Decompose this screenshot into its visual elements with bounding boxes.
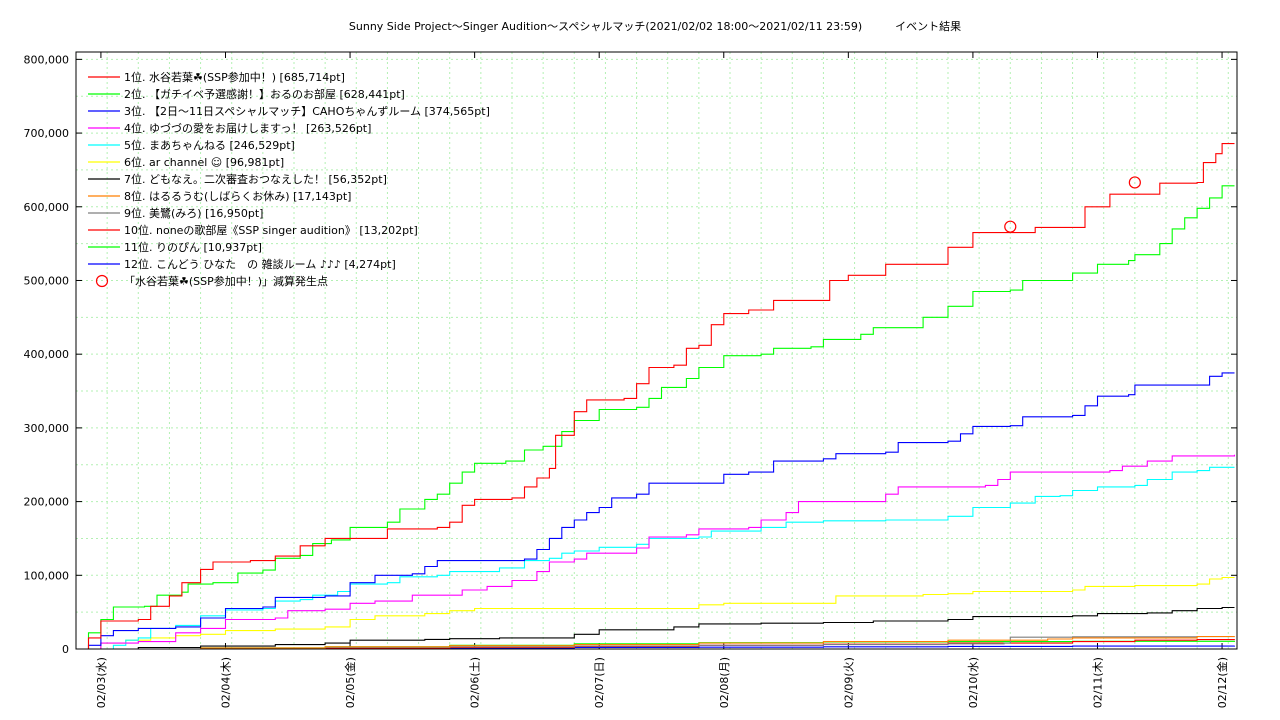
- series-line: [76, 372, 1235, 650]
- legend-label: 5位. まあちゃんねる [246,529pt]: [124, 138, 295, 152]
- legend-label: 8位. はるるうむ(しばらくお休み) [17,143pt]: [124, 189, 351, 203]
- legend-label: 6位. ar channel ☺ [96,981pt]: [124, 155, 284, 169]
- x-tick-label: 02/06(土): [469, 657, 482, 708]
- series-line: [76, 576, 1235, 650]
- x-tick-label: 02/11(木): [1091, 657, 1104, 708]
- series-line: [76, 606, 1235, 650]
- y-axis: 0 100,000 200,000 300,000 400,000 500,000 600,…: [24, 53, 1237, 656]
- legend-label: 1位. 水谷若葉☘(SSP参加中！) [685,714pt]: [124, 70, 345, 84]
- legend-label: 11位. りのぴん [10,937pt]: [124, 240, 262, 254]
- reduction-markers: [1004, 176, 1141, 233]
- series-line: [76, 454, 1236, 650]
- y-tick-label: 200,000: [24, 496, 70, 509]
- plot-frame: [75, 51, 1238, 650]
- legend-label: 3位. 【2日〜11日スペシャルマッチ】CAHOちゃんずルーム [374,565…: [124, 104, 490, 118]
- x-tick-label: 02/12(金): [1215, 657, 1229, 708]
- legend: 1位. 水谷若葉☘(SSP参加中！) [685,714pt] 2位. 【ガチイベ予…: [88, 70, 490, 288]
- y-tick-label: 0: [62, 643, 69, 656]
- series-line: [76, 185, 1235, 650]
- y-tick-label: 400,000: [24, 348, 70, 361]
- x-tick-label: 02/03(水): [95, 657, 108, 708]
- x-tick-label: 02/08(月): [718, 657, 731, 708]
- reduction-marker: [1128, 176, 1141, 189]
- y-tick-label: 100,000: [24, 569, 70, 582]
- series-line: [76, 466, 1235, 650]
- legend-label: 7位. どもなえ。二次審査おつなえした！ [56,352pt]: [124, 172, 387, 186]
- chart-title: Sunny Side Project〜Singer Audition〜スペシャル…: [349, 19, 961, 33]
- series-line: [76, 635, 1236, 650]
- x-tick-label: 02/07(日): [593, 657, 606, 708]
- y-tick-label: 600,000: [24, 201, 70, 214]
- legend-label: 12位. こんどう ひなた の 雑談ルーム ♪♪♪ [4,274pt]: [124, 257, 396, 271]
- y-tick-label: 300,000: [24, 422, 70, 435]
- reduction-marker: [1004, 220, 1017, 233]
- y-tick-label: 800,000: [24, 53, 70, 66]
- legend-marker-label: 「水谷若葉☘(SSP参加中！)」減算発生点: [124, 274, 328, 288]
- y-tick-label: 500,000: [24, 274, 70, 287]
- legend-label: 9位. 美鷺(みろ) [16,950pt]: [124, 206, 263, 220]
- series-lines: [76, 143, 1236, 650]
- y-tick-label: 700,000: [24, 127, 70, 140]
- legend-label: 2位. 【ガチイベ予選感謝！】おるのお部屋 [628,441pt]: [124, 87, 405, 101]
- legend-label: 4位. ゆづづの愛をお届けしますっ！ [263,526pt]: [124, 121, 371, 135]
- x-tick-label: 02/09(火): [842, 657, 855, 708]
- legend-marker-swatch: [95, 274, 109, 288]
- legend-label: 10位. noneの歌部屋《SSP singer audition》 [13,2…: [124, 223, 418, 237]
- x-tick-label: 02/10(水): [967, 657, 980, 708]
- x-axis: 02/03(水) 02/04(木) 02/05(金) 02/06(土) 02/07(日)…: [95, 52, 1229, 708]
- x-tick-label: 02/04(木): [219, 657, 232, 708]
- x-tick-label: 02/05(金): [343, 657, 357, 708]
- series-line: [76, 143, 1235, 650]
